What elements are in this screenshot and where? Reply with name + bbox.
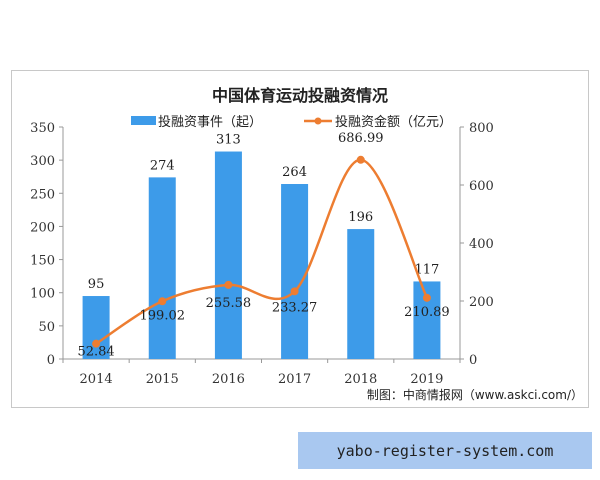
left-tick-label: 0 — [47, 353, 55, 368]
left-tick-label: 100 — [30, 287, 55, 302]
legend-bar-label: 投融资事件（起） — [158, 114, 262, 130]
line-data-label: 199.02 — [140, 308, 186, 323]
bar-data-label: 95 — [88, 277, 105, 292]
legend-bar-swatch — [131, 116, 156, 125]
legend-line-label: 投融资金额（亿元） — [335, 114, 452, 130]
line-data-label: 52.84 — [77, 345, 114, 360]
bar-data-label: 196 — [348, 210, 373, 225]
bar — [214, 151, 242, 359]
bar-data-label: 313 — [216, 133, 241, 148]
bar — [82, 296, 110, 359]
line-point — [422, 293, 431, 302]
x-tick-label: 2019 — [410, 372, 443, 387]
right-tick-label: 800 — [469, 121, 494, 136]
bar-data-label: 117 — [415, 262, 440, 277]
left-tick-label: 350 — [30, 121, 55, 136]
line-data-label: 210.89 — [404, 305, 450, 320]
bar — [347, 229, 375, 359]
left-tick-label: 50 — [38, 320, 55, 335]
left-tick-label: 250 — [30, 187, 55, 202]
right-tick-label: 200 — [469, 295, 494, 310]
source-note: 制图：中商情报网（www.askci.com/） — [367, 387, 583, 402]
line-point — [92, 339, 101, 348]
bar — [281, 184, 309, 359]
right-tick-label: 0 — [469, 353, 477, 368]
line-point — [356, 155, 365, 164]
left-tick-label: 200 — [30, 220, 55, 235]
bar-data-label: 274 — [150, 158, 175, 173]
x-tick-label: 2016 — [212, 372, 245, 387]
bar — [148, 177, 176, 359]
right-tick-label: 400 — [469, 237, 494, 252]
right-tick-label: 600 — [469, 179, 494, 194]
line-data-label: 686.99 — [338, 131, 384, 146]
line-point — [158, 297, 167, 306]
x-tick-label: 2017 — [278, 372, 311, 387]
line-point — [224, 280, 233, 289]
left-tick-label: 300 — [30, 154, 55, 169]
line-data-label: 233.27 — [272, 300, 318, 315]
x-tick-label: 2018 — [344, 372, 377, 387]
bar — [413, 281, 441, 359]
chart-title: 中国体育运动投融资情况 — [212, 86, 388, 105]
left-tick-label: 150 — [30, 254, 55, 269]
watermark-banner: yabo-register-system.com — [298, 432, 592, 469]
line-data-label: 255.58 — [206, 296, 252, 311]
x-tick-label: 2014 — [80, 372, 113, 387]
x-tick-label: 2015 — [146, 372, 179, 387]
legend-line-marker — [314, 117, 322, 125]
bar-data-label: 264 — [282, 165, 307, 180]
line-point — [290, 287, 299, 296]
chart-frame — [11, 70, 589, 408]
